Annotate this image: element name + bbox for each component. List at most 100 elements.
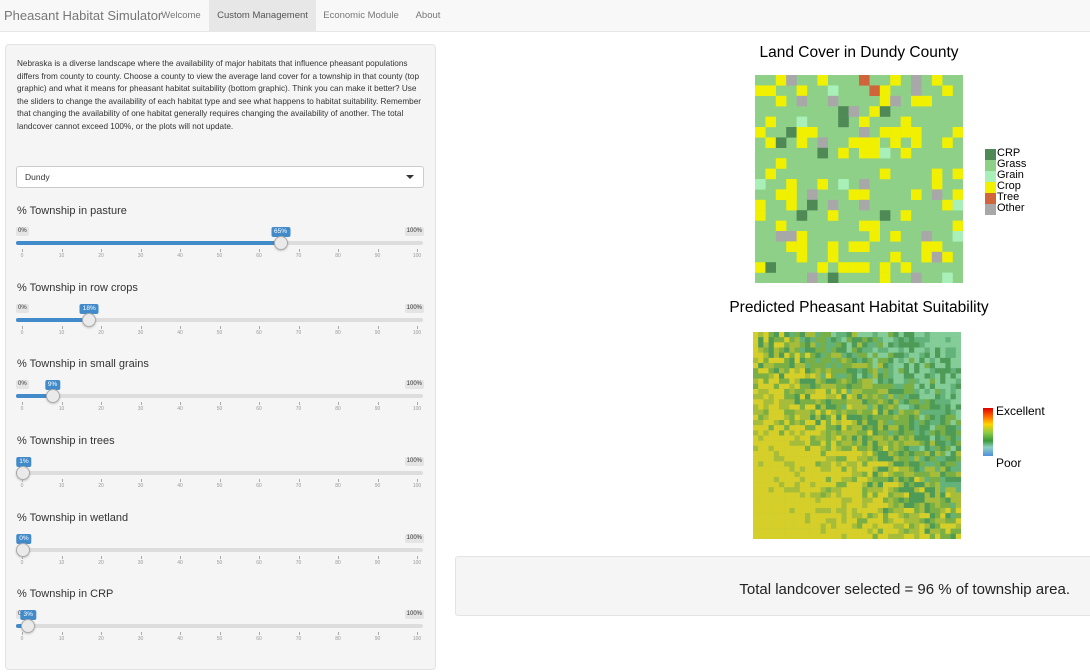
slider-track[interactable] [16, 624, 423, 628]
suitability-cell [768, 378, 774, 384]
suitability-cell [893, 363, 899, 369]
suitability-cell [825, 404, 832, 410]
slider-handle[interactable] [16, 543, 30, 557]
suitability-cell [841, 357, 847, 364]
slider-tick [377, 632, 379, 635]
suitability-cell [784, 502, 790, 509]
suitability-cell [753, 383, 759, 390]
suitability-cell [773, 430, 780, 436]
suitability-cell [867, 476, 873, 483]
suitability-cell [753, 414, 759, 421]
suitability-cell [784, 476, 790, 483]
suitability-cell [789, 502, 795, 509]
suitability-cell [810, 419, 816, 426]
slider-handle[interactable] [273, 236, 288, 250]
suitability-cell [799, 513, 806, 519]
suitability-cell [763, 513, 769, 519]
slider-track[interactable] [16, 548, 423, 552]
slider-tick-label: 40 [177, 253, 183, 259]
suitability-cell [903, 363, 910, 369]
suitability-cell [929, 528, 936, 535]
total-landcover-box: Total landcover selected = 96 % of towns… [455, 556, 1090, 616]
suitability-cell [789, 373, 795, 379]
suitability-cell [857, 404, 863, 410]
landcover-cell-crop [921, 95, 932, 107]
suitability-cell [867, 378, 873, 384]
suitability-cell [773, 383, 780, 390]
slider-handle[interactable] [45, 389, 60, 403]
suitability-cell [903, 466, 910, 472]
landcover-cell-grain [838, 179, 849, 190]
suitability-cell [773, 404, 780, 410]
slider-track[interactable] [16, 471, 423, 475]
tab-custom-management[interactable]: Custom Management [209, 0, 316, 32]
landcover-cell-crop [817, 179, 828, 190]
slider-handle[interactable] [21, 619, 36, 633]
suitability-cell [789, 487, 795, 493]
suitability-cell [758, 518, 764, 524]
landcover-cell-crop [859, 137, 870, 148]
landcover-cell-crop [890, 251, 901, 263]
suitability-cell [935, 497, 941, 503]
suitability-cell [789, 482, 795, 488]
suitability-cell [924, 399, 930, 405]
suitability-cell [763, 461, 769, 467]
suitability-cell [805, 373, 811, 379]
suitability-cell [935, 388, 941, 395]
suitability-cell [836, 383, 842, 390]
suitability-cell [851, 388, 858, 395]
suitability-cell [820, 332, 826, 338]
suitability-cell [789, 435, 795, 441]
suitability-cell [784, 394, 790, 400]
tab-economic-module[interactable]: Economic Module [323, 10, 399, 21]
slider-tick-label: 70 [295, 483, 302, 489]
suitability-cell [924, 342, 930, 348]
suitability-cell [810, 507, 816, 514]
suitability-cell [810, 518, 816, 524]
suitability-cell [841, 394, 847, 400]
suitability-cell [815, 502, 821, 509]
suitability-cell [779, 368, 785, 374]
tab-welcome[interactable]: Welcome [161, 10, 201, 21]
county-select[interactable]: Dundy [16, 166, 424, 188]
slider-track[interactable] [16, 318, 423, 322]
suitability-cell [825, 461, 832, 467]
suitability-cell [888, 445, 894, 452]
suitability-cell [789, 383, 795, 390]
suitability-cell [909, 430, 915, 436]
slider-tick [140, 556, 142, 559]
suitability-cell [851, 425, 858, 431]
suitability-cell [779, 502, 785, 509]
suitability-cell [805, 409, 811, 415]
suitability-cell [825, 435, 832, 441]
slider-tick [219, 326, 221, 329]
suitability-cell [836, 528, 842, 535]
suitability-cell [763, 456, 769, 462]
slider-handle[interactable] [82, 313, 97, 327]
suitability-cell [883, 378, 889, 384]
slider-tick-label: 10 [58, 560, 65, 566]
slider-track[interactable] [16, 394, 423, 398]
tab-about[interactable]: About [415, 10, 441, 21]
suitability-cell [773, 518, 780, 524]
suitability-cell [773, 482, 780, 488]
slider-handle[interactable] [16, 466, 30, 480]
slider-tick-label: 30 [137, 636, 144, 642]
app-brand[interactable]: Pheasant Habitat Simulator [4, 8, 163, 23]
suitability-cell [794, 409, 800, 415]
suitability-cell [935, 518, 941, 524]
suitability-cell [924, 502, 930, 509]
slider-tick-label: 30 [137, 483, 144, 489]
slider-label: % Township in small grains [17, 358, 149, 370]
suitability-cell [857, 388, 863, 395]
suitability-cell [841, 518, 847, 524]
suitability-cell [820, 482, 826, 488]
suitability-cell [935, 368, 941, 374]
suitability-cell [898, 383, 904, 390]
suitability-cell [883, 394, 889, 400]
suitability-cell [945, 399, 951, 405]
suitability-cell [784, 456, 790, 462]
suitability-cell [857, 502, 863, 509]
landcover-cell-crp [796, 210, 808, 221]
suitability-cell [914, 363, 920, 369]
